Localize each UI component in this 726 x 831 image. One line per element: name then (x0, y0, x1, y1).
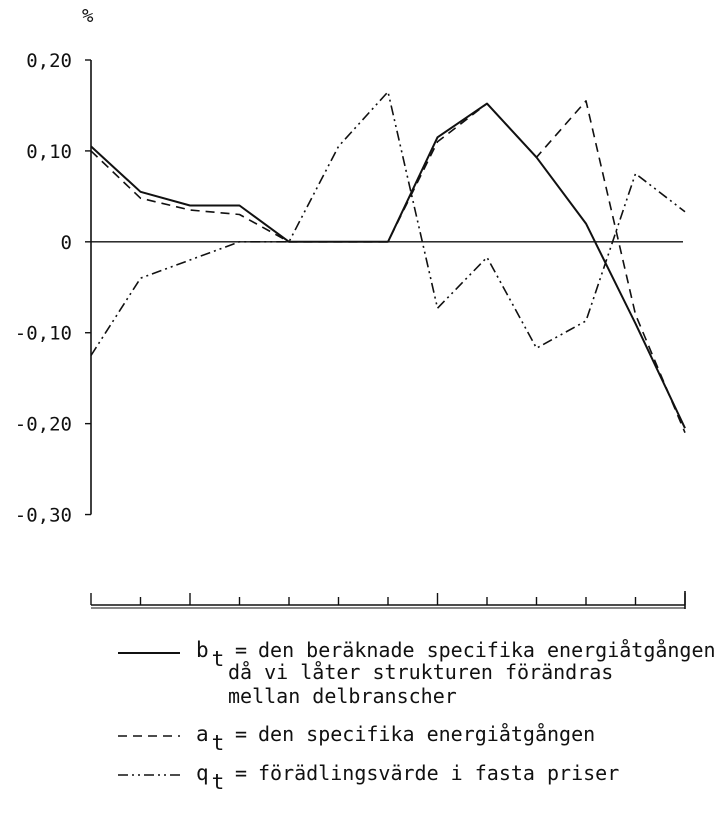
legend-text: förädlingsvärde i fasta priser (258, 761, 620, 785)
legend-subscript: t (211, 770, 225, 794)
y-tick-label: -0,30 (15, 505, 72, 527)
legend-equals: = (235, 761, 248, 785)
y-tick-label: 0,20 (26, 50, 72, 72)
legend-equals: = (235, 638, 248, 662)
legend-text: den beräknade specifika energiåtgången (258, 638, 716, 662)
legend-symbol: q (196, 761, 209, 785)
x-axis-ticks: 1968707580 (90, 591, 686, 609)
series-lines (90, 91, 686, 434)
legend-equals: = (235, 722, 248, 746)
legend-symbol: b (196, 638, 209, 662)
y-tick-label: -0,10 (15, 323, 72, 345)
legend-subscript: t (211, 647, 225, 671)
legend-text-cont: mellan delbranscher (228, 684, 457, 708)
legend-text-cont: då vi låter strukturen förändras (228, 660, 614, 684)
series-line-q (90, 91, 686, 356)
y-tick-label: 0,10 (26, 141, 72, 163)
y-tick-label: 0 (61, 232, 72, 254)
legend-text: den specifika energiåtgången (258, 722, 596, 746)
series-line-a (90, 100, 686, 434)
legend-symbol: a (196, 722, 209, 746)
line-chart: 0,20 0,10 0 -0,10 -0,20 -0,30 1968707580 % (15, 5, 686, 609)
y-axis-label: % (82, 5, 94, 27)
y-axis-ticks: 0,20 0,10 0 -0,10 -0,20 -0,30 (15, 50, 91, 527)
series-line-b (90, 102, 686, 429)
legend-swatch-dashed (118, 735, 180, 737)
legend-subscript: t (211, 731, 225, 755)
y-tick-label: -0,20 (15, 414, 72, 436)
legend-swatch-solid (118, 652, 180, 654)
legend-swatch-dashdot (118, 774, 180, 776)
